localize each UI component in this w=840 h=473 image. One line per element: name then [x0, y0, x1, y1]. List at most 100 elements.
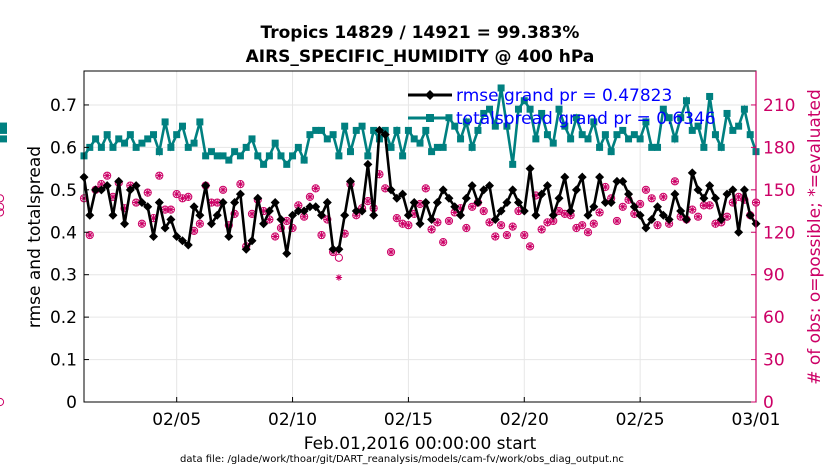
rmse-point	[102, 181, 112, 191]
rmse-point	[120, 219, 130, 229]
obs-possible-point	[392, 214, 401, 223]
rmse-point	[270, 198, 280, 208]
obs-evaluated-point	[723, 213, 731, 220]
rmse-point	[548, 210, 558, 220]
rmse-point	[693, 185, 703, 195]
rmse-point	[629, 202, 639, 212]
totalspread-point	[92, 135, 100, 143]
totalspread-point	[144, 135, 152, 143]
totalspread-point	[213, 152, 221, 160]
obs-evaluated-point	[596, 209, 603, 216]
y-tick-label-right: 210	[763, 96, 795, 116]
y-tick-label-right: 120	[763, 223, 795, 243]
rmse-point	[206, 219, 216, 229]
rmse-point	[444, 193, 454, 203]
rmse-point	[513, 198, 523, 208]
totalspread-point	[329, 131, 337, 139]
totalspread-point	[312, 126, 320, 134]
totalspread-point	[138, 139, 146, 147]
totalspread-point	[659, 105, 667, 113]
totalspread-point	[300, 156, 308, 164]
obs-evaluated-point	[109, 193, 117, 201]
obs-evaluated-point	[694, 213, 702, 220]
obs-evaluated-point	[555, 207, 563, 215]
totalspread-point	[416, 139, 424, 147]
totalspread-point	[514, 105, 522, 113]
rmse-point	[189, 202, 199, 212]
obs-evaluated-point	[445, 217, 453, 225]
totalspread-point	[486, 105, 494, 113]
rmse-point	[699, 193, 709, 203]
totalspread-point	[648, 143, 656, 151]
rmse-point	[247, 236, 257, 246]
obs-evaluated-point	[266, 216, 273, 223]
obs-possible-point	[398, 219, 407, 228]
obs-possible-point	[137, 219, 147, 228]
obs-evaluated-point	[463, 224, 470, 232]
obs-evaluated-point	[561, 210, 569, 218]
rmse-point	[479, 185, 489, 195]
totalspread-point	[578, 131, 586, 139]
totalspread-point	[474, 126, 482, 134]
obs-evaluated-point	[161, 206, 169, 213]
totalspread-point	[207, 148, 215, 156]
totalspread-point	[202, 152, 210, 160]
totalspread-point	[231, 148, 239, 156]
rmse-point	[195, 210, 205, 220]
totalspread-point	[462, 118, 470, 126]
rmse-point	[537, 189, 547, 199]
obs-possible-point	[0, 208, 5, 217]
rmse-point	[542, 181, 552, 191]
rmse-point	[728, 185, 738, 195]
rmse-point	[85, 210, 95, 220]
rmse-point	[635, 210, 645, 220]
obs-evaluated-point	[387, 248, 395, 256]
obs-possible-point	[178, 194, 187, 203]
obs-evaluated-point	[103, 172, 111, 179]
rmse-point	[589, 202, 599, 212]
rmse-point	[467, 181, 477, 191]
obs-possible-point	[583, 228, 593, 237]
y-tick-label-left: 0.6	[50, 138, 77, 158]
rmse-point	[91, 185, 101, 195]
totalspread-point	[248, 135, 256, 143]
rmse-point	[618, 176, 628, 186]
obs-evaluated-point	[631, 210, 638, 218]
rmse-point	[647, 215, 657, 225]
obs-evaluated-point	[515, 207, 522, 215]
totalspread-point	[335, 152, 343, 160]
totalspread-point	[729, 126, 737, 134]
obs-evaluated-point	[428, 226, 435, 233]
totalspread-point	[630, 131, 638, 139]
y-tick-label-right: 0	[763, 393, 774, 413]
y-tick-label-right: 60	[763, 308, 785, 328]
rmse-point	[235, 189, 245, 199]
obs-possible-point	[218, 185, 228, 194]
obs-evaluated-point	[636, 200, 644, 208]
totalspread-point	[393, 126, 401, 134]
rmse-point	[241, 244, 251, 254]
rmse-point	[600, 198, 610, 208]
rmse-point	[571, 185, 581, 195]
obs-possible-point	[537, 225, 546, 234]
obs-evaluated-point	[660, 193, 667, 201]
totalspread-point	[526, 105, 534, 113]
obs-evaluated-point	[399, 220, 406, 227]
y-tick-label-right: 90	[763, 266, 785, 286]
rmse-point	[710, 193, 720, 203]
obs-evaluated-point	[86, 231, 93, 239]
obs-evaluated-point	[98, 180, 105, 188]
totalspread-point	[0, 135, 7, 143]
obs-evaluated-point	[451, 209, 458, 216]
rmse-point	[415, 219, 425, 229]
totalspread-point	[86, 143, 94, 151]
totalspread-point	[607, 148, 615, 156]
rmse-point	[398, 189, 408, 199]
rmse-point	[154, 198, 164, 208]
totalspread-point	[196, 118, 204, 126]
obs-possible-point	[636, 199, 645, 209]
obs-possible-point	[520, 230, 529, 240]
obs-evaluated-point	[179, 195, 186, 202]
obs-possible-point	[271, 232, 280, 241]
y-tick-label-left: 0.3	[50, 266, 77, 286]
